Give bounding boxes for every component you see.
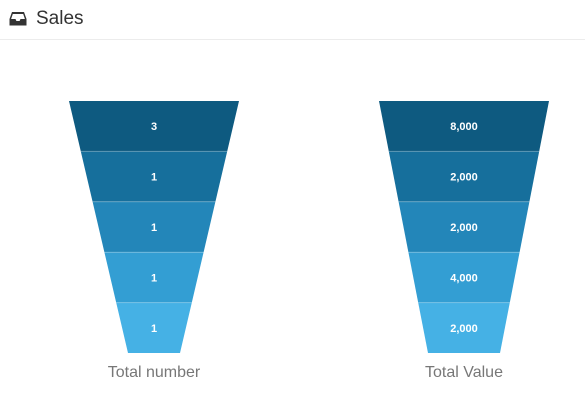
funnel-segment	[379, 101, 549, 152]
funnel-segment-label: 1	[151, 323, 157, 335]
funnel-segment	[92, 201, 216, 253]
funnel-segment-label: 4,000	[450, 272, 478, 284]
funnel-segment-label: 2,000	[450, 172, 478, 184]
funnel-title: Total Value	[425, 364, 503, 381]
funnel-segment-label: 8,000	[450, 121, 478, 133]
funnel-segment	[69, 101, 239, 152]
panel-title: Sales	[36, 8, 84, 29]
funnel-segment	[418, 302, 510, 353]
funnel-segment	[388, 151, 540, 202]
funnel-segment	[398, 201, 530, 253]
funnel-chart-total-number: 3 1 1 1 1 Total number	[69, 101, 239, 381]
funnel-title: Total number	[108, 364, 201, 381]
funnel-segment-label: 1	[151, 272, 157, 284]
panel-header: Sales	[0, 0, 585, 40]
funnel-segment-label: 1	[151, 222, 157, 234]
inbox-icon	[9, 12, 27, 26]
funnel-segment	[80, 151, 228, 202]
funnel-segment-label: 1	[151, 172, 157, 184]
funnel-segment-label: 3	[151, 121, 157, 133]
funnel-segment-label: 2,000	[450, 323, 478, 335]
funnel-segment	[104, 252, 204, 303]
funnel-segment-label: 2,000	[450, 222, 478, 234]
funnel-segment	[408, 252, 520, 303]
funnel-segment	[116, 302, 192, 353]
funnel-chart-total-value: 8,000 2,000 2,000 4,000 2,000 Total Value	[379, 101, 549, 381]
